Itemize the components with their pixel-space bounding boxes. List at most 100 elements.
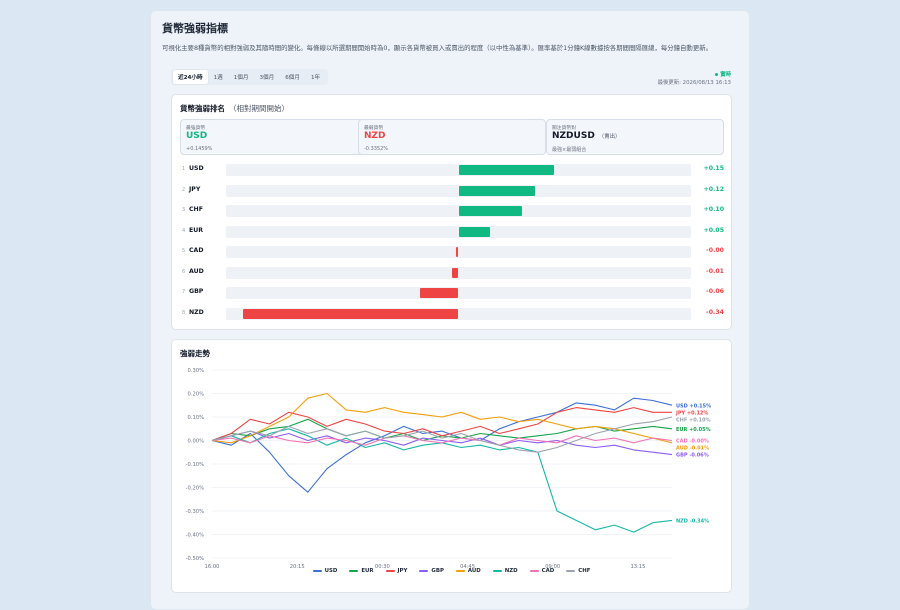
trend-card: 強弱走勢 0.30% 0.20% 0.10% 0.00% -0.10% -0.20% -0.… xyxy=(171,339,732,593)
legend-swatch-icon xyxy=(566,570,576,572)
live-dot-icon xyxy=(715,73,719,76)
rank-currency: JPY xyxy=(189,185,201,193)
strength-bar xyxy=(452,267,459,278)
rank-currency: CHF xyxy=(189,206,203,213)
ranking-row-usd: 1 USD +0.15 xyxy=(172,163,732,177)
strength-value: +0.05 xyxy=(703,226,724,234)
rank-number: 2 xyxy=(182,186,186,193)
tab-1w[interactable]: 1週 xyxy=(213,75,223,81)
page-description: 可視化主要8種貨幣的相對強弱及其隨時間的變化。每條線以所選期間開始時為0，顯示各… xyxy=(162,44,712,52)
y-tick-label: 0.00% xyxy=(188,439,205,445)
weakest-label: 最弱貨幣 xyxy=(364,126,384,131)
legend-label: CHF xyxy=(578,568,591,574)
strength-bar-track xyxy=(226,307,691,320)
legend-label: USD xyxy=(324,568,338,574)
strength-bar xyxy=(458,185,535,196)
strongest-currency: USD xyxy=(186,131,208,141)
strength-value: -0.34 xyxy=(706,308,724,316)
chart-legend: USD EUR JPY GBP AUD NZD CAD CHF xyxy=(172,568,731,574)
ranking-title-text: 貨幣強弱排名 xyxy=(180,104,225,113)
tab-1m[interactable]: 1個月 xyxy=(233,75,249,81)
legend-label: AUD xyxy=(467,568,481,574)
ranking-subtitle: （相對期間開始） xyxy=(229,104,289,113)
rank-number: 7 xyxy=(182,289,186,295)
rank-currency: USD xyxy=(189,165,204,172)
rank-number: 1 xyxy=(182,166,186,172)
y-tick-label: -0.50% xyxy=(186,556,204,562)
strength-value: -0.06 xyxy=(706,288,724,295)
y-tick-label: -0.20% xyxy=(186,486,204,492)
rank-currency: AUD xyxy=(189,267,204,275)
tab-3m[interactable]: 3個月 xyxy=(259,75,275,81)
strength-bar xyxy=(458,206,522,216)
ranking-row-jpy: 2 JPY +0.12 xyxy=(172,184,732,198)
legend-item-gbp[interactable]: GBP xyxy=(419,568,444,574)
currency-strength-panel: 貨幣強弱指標 可視化主要8種貨幣的相對強弱及其隨時間的變化。每條線以所選期間開始… xyxy=(150,10,750,610)
strength-bar-track xyxy=(226,266,691,279)
series-line-nzd xyxy=(211,428,673,533)
legend-item-cad[interactable]: CAD xyxy=(529,568,554,574)
legend-swatch-icon xyxy=(492,570,502,572)
series-line-usd xyxy=(211,397,673,493)
ranking-row-chf: 3 CHF +0.10 xyxy=(172,204,732,218)
rank-currency: NZD xyxy=(189,308,204,316)
strength-bar-track xyxy=(226,184,691,197)
series-end-label: JPY +0.12% xyxy=(675,410,708,416)
focus-pair-note: （賣出） xyxy=(598,134,621,140)
trend-chart: 0.30% 0.20% 0.10% 0.00% -0.10% -0.20% -0.30% -0… xyxy=(186,368,711,570)
rank-currency: GBP xyxy=(189,288,204,295)
x-tick-label: 20:15 xyxy=(290,564,305,570)
ranking-title: 貨幣強弱排名 （相對期間開始） xyxy=(180,103,289,114)
weakest-value: -0.3352% xyxy=(364,146,389,152)
ranking-row-cad: 5 CAD -0.00 xyxy=(172,245,732,259)
series-end-label: GBP -0.06% xyxy=(676,453,709,459)
strongest-label: 最強貨幣 xyxy=(186,126,206,131)
y-tick-label: 0.20% xyxy=(188,392,205,398)
rank-number: 6 xyxy=(182,268,186,275)
rank-number: 8 xyxy=(182,309,186,316)
x-tick-label: 16:00 xyxy=(205,564,220,570)
strength-bar xyxy=(458,226,491,237)
focus-pair-foot: 最強×最弱組合 xyxy=(552,147,587,153)
ranking-row-eur: 4 EUR +0.05 xyxy=(172,225,732,239)
rank-number: 3 xyxy=(182,207,186,213)
legend-item-nzd[interactable]: NZD xyxy=(492,568,518,574)
strongest-currency-card: 最強貨幣 USD +0.1459% xyxy=(180,119,368,155)
legend-swatch-icon xyxy=(419,570,429,572)
legend-item-jpy[interactable]: JPY xyxy=(385,568,407,574)
tab-1y[interactable]: 1年 xyxy=(310,75,321,81)
strength-bar xyxy=(420,288,459,298)
rank-number: 4 xyxy=(182,227,186,234)
y-tick-label: 0.10% xyxy=(188,415,205,421)
ranking-row-gbp: 7 GBP -0.06 xyxy=(172,286,732,300)
strength-value: -0.01 xyxy=(706,267,724,275)
legend-item-usd[interactable]: USD xyxy=(312,568,338,574)
legend-item-eur[interactable]: EUR xyxy=(349,568,374,574)
rank-number: 5 xyxy=(182,248,186,254)
x-tick-label: 13:15 xyxy=(630,564,645,570)
legend-label: NZD xyxy=(504,568,518,574)
strength-bar xyxy=(455,247,459,257)
legend-item-aud[interactable]: AUD xyxy=(455,568,481,574)
legend-label: EUR xyxy=(361,568,374,574)
rank-currency: EUR xyxy=(189,226,204,234)
ranking-row-nzd: 8 NZD -0.34 xyxy=(172,307,732,321)
legend-item-chf[interactable]: CHF xyxy=(566,568,590,574)
legend-swatch-icon xyxy=(312,570,322,572)
legend-swatch-icon xyxy=(529,570,539,572)
y-tick-label: -0.40% xyxy=(186,533,204,539)
focus-pair-text: NZDUSD xyxy=(552,131,595,141)
series-line-gbp xyxy=(211,430,673,456)
series-line-cad xyxy=(211,435,673,446)
weakest-currency: NZD xyxy=(364,131,386,141)
series-line-aud xyxy=(211,392,673,444)
tab-24h[interactable]: 近24小時 xyxy=(173,70,208,84)
tab-6m[interactable]: 6個月 xyxy=(285,75,300,81)
legend-swatch-icon xyxy=(349,570,359,572)
focus-pair-card: 關注貨幣對 NZDUSD （賣出） 最強×最弱組合 xyxy=(546,119,724,155)
strength-value: +0.10 xyxy=(703,206,724,213)
series-line-jpy xyxy=(211,407,672,442)
y-tick-label: -0.10% xyxy=(186,462,204,468)
live-label: 實時 xyxy=(720,72,731,78)
strength-bar-track xyxy=(226,287,691,299)
